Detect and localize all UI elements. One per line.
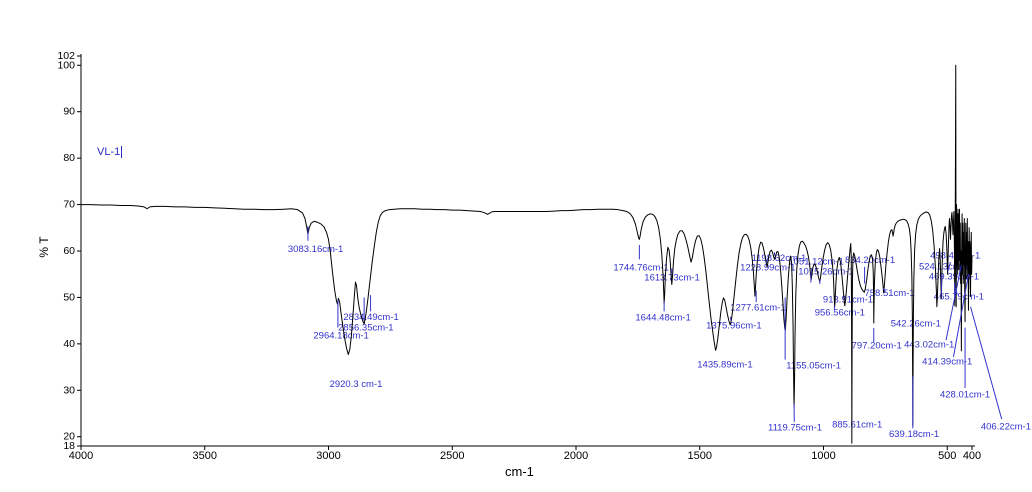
peak-annotation-label: 956.56cm-1 <box>815 307 865 318</box>
x-tick-label: 2000 <box>564 450 588 462</box>
peak-annotation-label: 758.51cm-1 <box>864 288 914 299</box>
peak-annotation-label: 1119.75cm-1 <box>768 422 822 433</box>
peak-annotation-label: 2964.18cm-1 <box>313 330 368 341</box>
peak-annotation-label: 1277.61cm-1 <box>730 303 785 314</box>
peak-annotation-label: 406.22cm-1 <box>981 421 1031 432</box>
peak-annotation-label: 414.39cm-1 <box>922 356 972 367</box>
y-tick-label: 40 <box>63 338 75 350</box>
x-tick-label: 500 <box>938 450 956 462</box>
y-tick-label: 20 <box>63 431 75 443</box>
peak-leader-line <box>947 262 951 272</box>
peak-annotation-label: 1228.99cm-1 <box>740 263 795 274</box>
peak-annotation-label: 913.91cm-1 <box>823 294 873 305</box>
peak-annotation-label: 1435.89cm-1 <box>697 360 752 371</box>
peak-annotation-label: 469.39cm-1 <box>929 272 979 283</box>
x-tick-label: 1000 <box>811 450 835 462</box>
x-tick-label: 3500 <box>193 450 217 462</box>
peak-annotation-label: 797.20cm-1 <box>852 341 902 352</box>
y-tick-label: 102 <box>57 50 75 62</box>
y-tick-label: 70 <box>63 199 75 211</box>
peak-annotation-label: 834.20cm-1 <box>845 255 895 266</box>
peak-annotation-label: 1744.76cm-1 <box>613 263 668 274</box>
peak-annotation-label: 639.18cm-1 <box>889 429 939 440</box>
x-tick-label: 3000 <box>316 450 340 462</box>
peak-annotation-label: 2834.49cm-1 <box>343 312 398 323</box>
y-axis-label: % T <box>37 236 51 258</box>
peak-annotation-label: 2856.35cm-1 <box>338 323 393 334</box>
y-tick-label: 18 <box>63 440 75 452</box>
y-tick-label: 50 <box>63 291 75 303</box>
y-tick-label: 80 <box>63 152 75 164</box>
text-cursor <box>121 146 123 159</box>
y-tick-label: 100 <box>57 59 75 71</box>
peak-annotation-label: 1015.26cm-1 <box>798 266 853 277</box>
peak-annotation-label: 542.26cm-1 <box>891 318 941 329</box>
y-tick-label: 90 <box>63 106 75 118</box>
peak-annotation-label: 3083.16cm-1 <box>288 244 343 255</box>
x-tick-label: 400 <box>963 450 981 462</box>
peak-annotation-label: 465.79cm-1 <box>934 291 984 302</box>
peak-annotation-label: 2920.3 cm-1 <box>330 379 383 390</box>
peak-leader-line <box>882 287 886 293</box>
peak-annotation-label: 885.61cm-1 <box>832 420 882 431</box>
x-axis-label: cm-1 <box>505 464 534 479</box>
y-tick-label: 60 <box>63 245 75 257</box>
peak-annotation-label: 1375.96cm-1 <box>706 321 761 332</box>
spectrum-curve <box>81 64 973 444</box>
peak-leader-line <box>970 306 1003 420</box>
peak-annotation-label: 524.13cm-1 <box>919 261 969 272</box>
peak-annotation-label: 1155.05cm-1 <box>786 361 841 372</box>
x-tick-label: 2500 <box>440 450 464 462</box>
peak-annotation-label: 443.02cm-1 <box>904 339 954 350</box>
x-tick-label: 4000 <box>69 450 93 462</box>
spectrum-title[interactable]: VL-1 <box>97 146 123 159</box>
y-tick-label: 30 <box>63 384 75 396</box>
spectrum-title-text: VL-1 <box>97 146 121 158</box>
peak-leader-line <box>952 274 970 357</box>
x-tick-label: 1500 <box>688 450 712 462</box>
peak-leader-line <box>945 264 962 341</box>
peak-annotation-label: 1051.12cm-1 <box>788 257 843 268</box>
peak-annotation-label: 428.01cm-1 <box>940 389 990 400</box>
peak-annotation-label: 1644.48cm-1 <box>635 312 690 323</box>
